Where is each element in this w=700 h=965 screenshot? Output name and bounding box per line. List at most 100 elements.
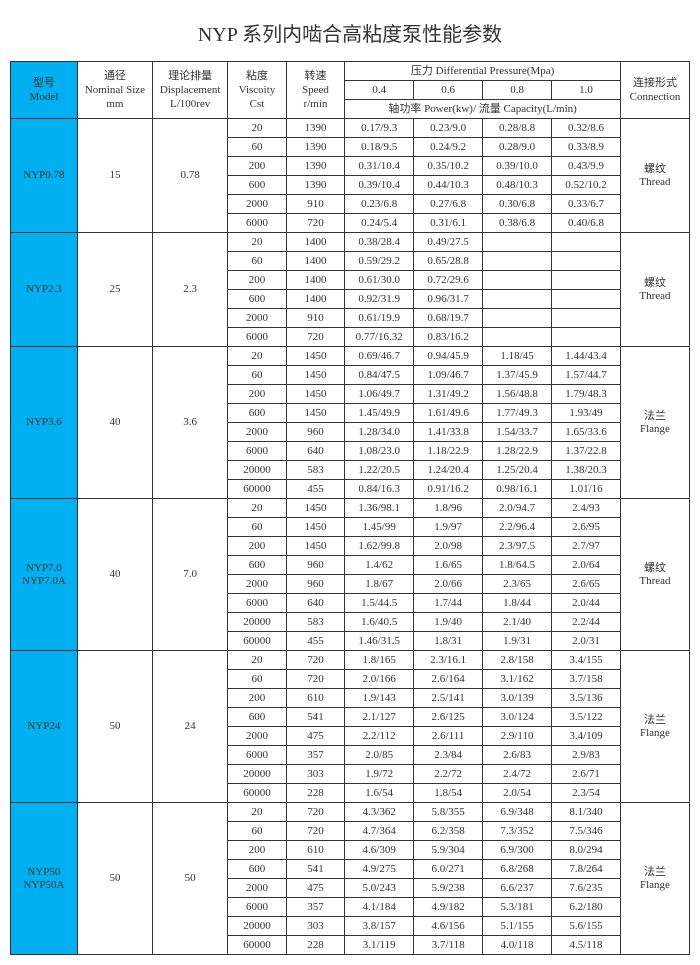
data-cell: 0.28/9.0	[483, 138, 552, 157]
data-cell: 4.7/364	[345, 822, 414, 841]
data-cell: 0.23/9.0	[414, 119, 483, 138]
data-cell: 2.4/93	[552, 499, 621, 518]
table-row: NYP50NYP50A5050207204.3/3625.8/3556.9/34…	[11, 803, 690, 822]
model-cell: NYP0.78	[11, 119, 78, 233]
data-cell: 0.33/6.7	[552, 195, 621, 214]
page-title: NYP 系列内啮合高粘度泵性能参数	[10, 18, 690, 47]
conn-cell: 螺纹Thread	[620, 233, 689, 347]
speed-cell: 455	[286, 632, 344, 651]
data-cell: 1.01/16	[552, 480, 621, 499]
model-cell: NYP24	[11, 651, 78, 803]
data-cell	[483, 290, 552, 309]
data-cell: 1.41/33.8	[414, 423, 483, 442]
speed-cell: 228	[286, 936, 344, 955]
visc-cell: 200	[228, 385, 286, 404]
data-cell: 2.2/96.4	[483, 518, 552, 537]
data-cell: 5.3/181	[483, 898, 552, 917]
speed-cell: 475	[286, 879, 344, 898]
data-cell: 0.77/16.32	[345, 328, 414, 347]
data-cell: 1.6/65	[414, 556, 483, 575]
speed-cell: 1450	[286, 537, 344, 556]
visc-cell: 20000	[228, 765, 286, 784]
size-cell: 15	[77, 119, 152, 233]
data-cell: 7.8/264	[552, 860, 621, 879]
speed-cell: 720	[286, 803, 344, 822]
disp-cell: 7.0	[153, 499, 228, 651]
data-cell: 1.6/40.5	[345, 613, 414, 632]
data-cell: 0.43/9.9	[552, 157, 621, 176]
data-cell: 0.98/16.1	[483, 480, 552, 499]
th-speed: 转速Speedr/min	[286, 62, 344, 119]
data-cell: 0.18/9.5	[345, 138, 414, 157]
data-cell: 1.8/31	[414, 632, 483, 651]
data-cell: 1.57/44.7	[552, 366, 621, 385]
data-cell: 2.6/71	[552, 765, 621, 784]
data-cell: 1.6/54	[345, 784, 414, 803]
data-cell: 2.0/54	[483, 784, 552, 803]
visc-cell: 2000	[228, 423, 286, 442]
data-cell: 3.0/139	[483, 689, 552, 708]
speed-cell: 357	[286, 898, 344, 917]
speed-cell: 303	[286, 917, 344, 936]
speed-cell: 1390	[286, 138, 344, 157]
speed-cell: 583	[286, 613, 344, 632]
size-cell: 50	[77, 803, 152, 955]
data-cell: 1.9/143	[345, 689, 414, 708]
disp-cell: 0.78	[153, 119, 228, 233]
data-cell: 1.5/44.5	[345, 594, 414, 613]
speed-cell: 1400	[286, 233, 344, 252]
speed-cell: 1450	[286, 347, 344, 366]
data-cell: 2.6/95	[552, 518, 621, 537]
visc-cell: 600	[228, 290, 286, 309]
visc-cell: 200	[228, 537, 286, 556]
speed-cell: 910	[286, 195, 344, 214]
data-cell: 0.96/31.7	[414, 290, 483, 309]
data-cell: 1.4/62	[345, 556, 414, 575]
data-cell: 0.30/6.8	[483, 195, 552, 214]
speed-cell: 910	[286, 309, 344, 328]
speed-cell: 541	[286, 708, 344, 727]
speed-cell: 1400	[286, 271, 344, 290]
conn-cell: 法兰Flange	[620, 803, 689, 955]
data-cell: 2.3/97.5	[483, 537, 552, 556]
data-cell	[483, 328, 552, 347]
data-cell: 2.1/127	[345, 708, 414, 727]
th-size: 通径Nominal Sizemm	[77, 62, 152, 119]
data-cell: 1.06/49.7	[345, 385, 414, 404]
conn-cell: 法兰Flange	[620, 651, 689, 803]
visc-cell: 6000	[228, 746, 286, 765]
data-cell: 0.39/10.4	[345, 176, 414, 195]
speed-cell: 1390	[286, 176, 344, 195]
visc-cell: 60000	[228, 784, 286, 803]
conn-cell: 螺纹Thread	[620, 499, 689, 651]
data-cell: 1.08/23.0	[345, 442, 414, 461]
data-cell: 4.6/156	[414, 917, 483, 936]
data-cell: 6.0/271	[414, 860, 483, 879]
data-cell	[552, 309, 621, 328]
data-cell: 1.65/33.6	[552, 423, 621, 442]
visc-cell: 600	[228, 176, 286, 195]
data-cell: 2.0/94.7	[483, 499, 552, 518]
visc-cell: 200	[228, 271, 286, 290]
speed-cell: 1450	[286, 366, 344, 385]
data-cell: 1.8/54	[414, 784, 483, 803]
table-row: NYP2.3252.32014000.38/28.40.49/27.5螺纹Thr…	[11, 233, 690, 252]
data-cell: 2.6/83	[483, 746, 552, 765]
conn-cell: 螺纹Thread	[620, 119, 689, 233]
data-cell: 2.3/16.1	[414, 651, 483, 670]
data-cell: 3.8/157	[345, 917, 414, 936]
data-cell: 3.7/118	[414, 936, 483, 955]
data-cell: 0.84/47.5	[345, 366, 414, 385]
data-cell: 0.91/16.2	[414, 480, 483, 499]
data-cell: 0.65/28.8	[414, 252, 483, 271]
data-cell: 3.4/155	[552, 651, 621, 670]
table-row: NYP245024207201.8/1652.3/16.12.8/1583.4/…	[11, 651, 690, 670]
model-cell: NYP50NYP50A	[11, 803, 78, 955]
data-cell	[483, 233, 552, 252]
speed-cell: 720	[286, 670, 344, 689]
data-cell: 1.7/44	[414, 594, 483, 613]
data-cell: 6.2/180	[552, 898, 621, 917]
data-cell: 2.7/97	[552, 537, 621, 556]
data-cell: 0.24/9.2	[414, 138, 483, 157]
visc-cell: 600	[228, 404, 286, 423]
